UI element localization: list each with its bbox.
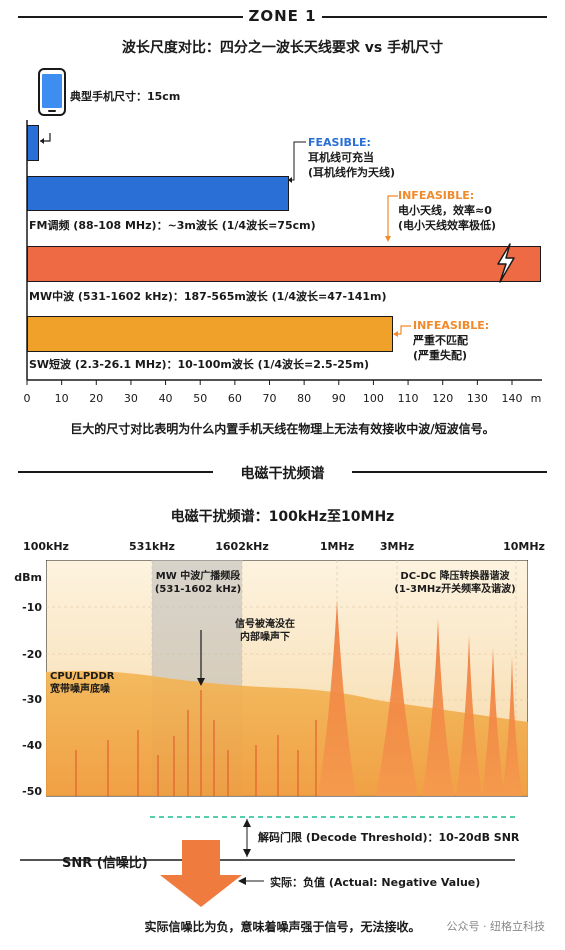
dcdc-harmonics-l2: (1-3MHz开关频率及谐波) — [394, 584, 516, 595]
x-tick-label: 100 — [362, 392, 384, 405]
snr-diagram — [20, 816, 515, 907]
fm-bar-label: FM调频 (88-108 MHz)：~3m波长 (1/4波长=75cm) — [29, 219, 316, 232]
fm-note-line1: 耳机线可充当 — [308, 151, 374, 164]
drowned-signal-annotation: 信号被淹没在 内部噪声下 — [210, 618, 320, 644]
sw-note-line2: (严重失配) — [413, 349, 468, 362]
cpu-noise-label: CPU/LPDDR 宽带噪声底噪 — [50, 670, 150, 696]
phone-size-label: 典型手机尺寸：15cm — [70, 90, 181, 103]
x-tick-label: 40 — [158, 392, 173, 405]
x-tick-label: 20 — [89, 392, 104, 405]
y-axis-unit: dBm — [14, 571, 42, 584]
mw-note-line2: (电小天线效率极低) — [398, 219, 497, 232]
section2-rule-left — [18, 471, 213, 473]
section2-caption: 实际信噪比为负，意味着噪声强于信号，无法接收。 — [144, 920, 421, 934]
mw-note-heading: INFEASIBLE: — [398, 189, 475, 202]
header-rule-right — [322, 16, 547, 18]
mw-note-line1: 电小天线，效率≈0 — [398, 204, 492, 217]
section2-heading: 电磁干扰频谱 — [240, 466, 325, 482]
cpu-noise-l1: CPU/LPDDR — [50, 671, 115, 682]
fm-note: FEASIBLE: 耳机线可充当 (耳机线作为天线) — [308, 135, 395, 180]
zone-title: ZONE 1 — [248, 7, 317, 25]
mw-band-label: MW 中波广播频段 (531-1602 kHz) — [148, 570, 248, 596]
sw-note: INFEASIBLE: 严重不匹配 (严重失配) — [413, 318, 489, 363]
x-tick-label: 30 — [123, 392, 138, 405]
mw-note: INFEASIBLE: 电小天线，效率≈0 (电小天线效率极低) — [398, 188, 496, 233]
y-tick-minus50: -50 — [22, 785, 42, 798]
y-tick-minus30: -30 — [22, 693, 42, 706]
freq-label-1602khz: 1602kHz — [215, 540, 269, 553]
x-tick-label: 10 — [54, 392, 69, 405]
x-tick-label: 50 — [193, 392, 208, 405]
decode-threshold-label: 解码门限 (Decode Threshold)：10-20dB SNR — [258, 831, 520, 844]
mw-bar-break-icon — [497, 243, 515, 283]
fm-note-arrow-icon — [288, 141, 306, 183]
y-tick-minus40: -40 — [22, 739, 42, 752]
x-tick-label: 110 — [397, 392, 419, 405]
fm-note-heading: FEASIBLE: — [308, 136, 371, 149]
snr-label: SNR (信噪比) — [62, 856, 148, 871]
mw-note-arrow-icon — [385, 195, 398, 242]
mw-bar — [27, 246, 541, 282]
header-rule-left — [18, 16, 243, 18]
section1-title: 波长尺度对比：四分之一波长天线要求 vs 手机尺寸 — [121, 40, 444, 56]
drowned-signal-l1: 信号被淹没在 — [235, 619, 295, 630]
fm-bar — [27, 176, 289, 211]
x-tick-label: 130 — [466, 392, 488, 405]
mw-band-label-l1: MW 中波广播频段 — [155, 571, 241, 582]
mw-bar-label: MW中波 (531-1602 kHz)：187-565m波长 (1/4波长=47… — [29, 290, 387, 303]
phone-arrow-icon — [40, 133, 51, 144]
section2-title: 电磁干扰频谱：100kHz至10MHz — [170, 509, 395, 525]
x-tick-label: 60 — [227, 392, 242, 405]
sw-note-arrow-icon — [393, 325, 411, 337]
sw-bar-label: SW短波 (2.3-26.1 MHz)：10-100m波长 (1/4波长=2.5… — [29, 358, 370, 371]
x-tick-label: 0 — [23, 392, 31, 405]
drowned-signal-l2: 内部噪声下 — [240, 632, 290, 643]
cpu-noise-l2: 宽带噪声底噪 — [50, 684, 110, 695]
actual-snr-label: 实际：负值 (Actual: Negative Value) — [270, 876, 481, 889]
x-tick-label: 140 — [501, 392, 523, 405]
y-tick-minus20: -20 — [22, 648, 42, 661]
freq-label-10mhz: 10MHz — [503, 540, 545, 553]
section1-caption: 巨大的尺寸对比表明为什么内置手机天线在物理上无法有效接收中波/短波信号。 — [70, 422, 495, 436]
sw-note-line1: 严重不匹配 — [413, 334, 468, 347]
mw-band-label-l2: (531-1602 kHz) — [154, 584, 242, 595]
section2-rule-right — [352, 471, 547, 473]
dcdc-harmonics-label: DC-DC 降压转换器谐波 (1-3MHz开关频率及谐波) — [380, 570, 530, 596]
x-tick-label: 70 — [262, 392, 277, 405]
freq-label-3mhz: 3MHz — [379, 540, 415, 553]
freq-label-100khz: 100kHz — [23, 540, 69, 553]
watermark: 公众号 · 纽格立科技 — [446, 920, 546, 933]
spectrum-plot — [46, 560, 528, 797]
x-axis-unit: m — [530, 392, 542, 405]
x-tick-label: 120 — [432, 392, 454, 405]
x-tick-label: 90 — [331, 392, 346, 405]
dcdc-harmonics-l1: DC-DC 降压转换器谐波 — [400, 571, 510, 582]
sw-note-heading: INFEASIBLE: — [413, 319, 490, 332]
fm-note-line2: (耳机线作为天线) — [308, 166, 396, 179]
sw-bar — [27, 316, 393, 352]
freq-label-531khz: 531kHz — [129, 540, 175, 553]
phone-icon — [38, 68, 66, 116]
freq-label-1mhz: 1MHz — [319, 540, 355, 553]
x-tick-label: 80 — [297, 392, 312, 405]
y-tick-minus10: -10 — [22, 601, 42, 614]
